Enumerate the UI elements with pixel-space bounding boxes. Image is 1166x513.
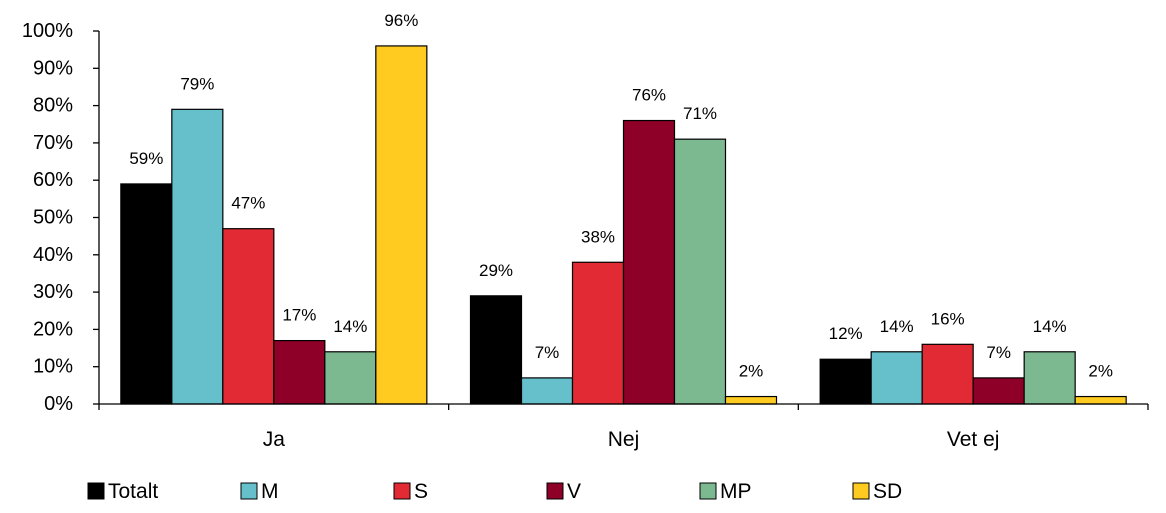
legend-label: SD <box>873 480 902 503</box>
y-tick-label: 100% <box>22 20 73 42</box>
bar-totalt-vet-ej <box>819 358 872 405</box>
bar-v-ja <box>273 339 326 405</box>
bar-s-vet-ej <box>921 343 974 405</box>
data-label: 17% <box>282 306 316 325</box>
x-category-label: Ja <box>263 428 286 451</box>
data-label: 7% <box>986 343 1011 362</box>
x-category-label: Nej <box>608 428 640 451</box>
y-tick-label: 30% <box>33 281 73 303</box>
y-tick-label: 10% <box>33 356 73 378</box>
legend-item-totalt: Totalt <box>87 480 158 503</box>
bar-mp-nej <box>673 138 727 405</box>
data-label: 14% <box>880 317 914 336</box>
data-label: 29% <box>479 261 513 280</box>
legend-swatch <box>546 482 564 500</box>
y-tick-label: 70% <box>33 132 73 154</box>
bar-s-ja <box>222 228 275 405</box>
bar-mp-ja <box>324 351 377 405</box>
data-label: 12% <box>829 324 863 343</box>
legend-label: S <box>414 480 428 503</box>
data-label: 96% <box>384 11 418 30</box>
bar-m-ja <box>171 108 224 405</box>
data-label: 71% <box>683 104 717 123</box>
x-axis: Ja Nej Vet ej <box>98 403 1149 451</box>
data-label: 76% <box>632 86 666 105</box>
bar-v-nej <box>622 119 676 405</box>
legend-item-s: S <box>393 480 428 503</box>
legend-label: M <box>261 480 279 503</box>
bar-sd-nej <box>724 395 778 405</box>
bar-m-nej <box>520 377 574 405</box>
legend-swatch <box>393 482 411 500</box>
data-label: 2% <box>1088 362 1113 381</box>
legend-swatch <box>240 482 258 500</box>
data-label: 16% <box>931 309 965 328</box>
legend-item-m: M <box>240 480 279 503</box>
bar-v-vet-ej <box>972 377 1025 405</box>
bar-sd-vet-ej <box>1074 395 1127 405</box>
y-tick-label: 40% <box>33 244 73 266</box>
data-labels: 59% 79% 47% 17% 14% 96% 29% 7% 38% 76% 71% 2% 12% 14%… <box>129 11 1113 381</box>
data-label: 38% <box>581 227 615 246</box>
legend-label: V <box>567 480 581 503</box>
y-tick-label: 50% <box>33 207 73 229</box>
data-label: 59% <box>129 149 163 168</box>
data-label: 79% <box>180 74 214 93</box>
legend-swatch <box>699 482 717 500</box>
legend-swatch <box>852 482 870 500</box>
data-label: 7% <box>535 343 560 362</box>
legend-item-v: V <box>546 480 581 503</box>
legend-swatch <box>87 482 105 500</box>
legend-label: Totalt <box>108 480 158 503</box>
bar-m-vet-ej <box>870 351 923 405</box>
legend-item-sd: SD <box>852 480 902 503</box>
data-label: 2% <box>739 362 764 381</box>
bar-totalt-nej <box>469 295 523 405</box>
data-label: 14% <box>1033 317 1067 336</box>
bar-sd-ja <box>375 45 428 405</box>
data-label: 47% <box>231 194 265 213</box>
bars <box>120 45 1127 405</box>
y-axis: 0% 10% 20% 30% 40% 50% 60% 70% 80% 90% 100% <box>22 20 100 415</box>
legend-label: MP <box>720 480 752 503</box>
bar-s-nej <box>571 261 625 405</box>
y-tick-label: 20% <box>33 318 73 340</box>
bar-mp-vet-ej <box>1023 351 1076 405</box>
y-tick-label: 80% <box>33 95 73 117</box>
legend: Totalt M S V MP SD <box>87 480 902 503</box>
bar-totalt-ja <box>120 183 173 405</box>
legend-item-mp: MP <box>699 480 752 503</box>
y-tick-label: 90% <box>33 57 73 79</box>
y-tick-label: 60% <box>33 169 73 191</box>
y-tick-label: 0% <box>44 393 73 415</box>
x-category-label: Vet ej <box>947 428 1000 451</box>
data-label: 14% <box>333 317 367 336</box>
